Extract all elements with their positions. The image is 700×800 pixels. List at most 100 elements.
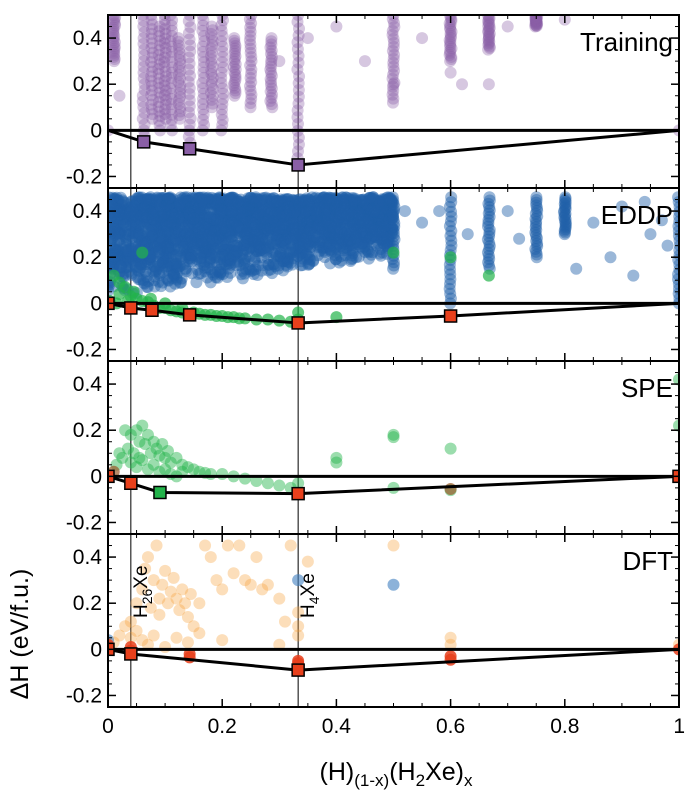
- scatter-point: [199, 226, 212, 239]
- scatter-point: [204, 203, 217, 216]
- scatter-point: [289, 204, 302, 217]
- scatter-point: [282, 255, 295, 268]
- scatter-point: [145, 56, 158, 69]
- scatter-point: [160, 242, 173, 255]
- scatter-point: [328, 221, 341, 234]
- scatter-point: [255, 264, 268, 277]
- scatter-point: [195, 235, 208, 248]
- scatter-point: [295, 206, 308, 219]
- scatter-point: [372, 201, 385, 214]
- scatter-point: [108, 207, 115, 220]
- scatter-point: [264, 72, 277, 85]
- scatter-point: [322, 219, 335, 232]
- scatter-point: [294, 196, 307, 209]
- scatter-point: [319, 217, 332, 230]
- scatter-point: [168, 219, 181, 232]
- scatter-point: [304, 241, 317, 254]
- x-axis-title: (H)(1-x)(H2Xe)x: [320, 758, 473, 790]
- scatter-point: [349, 236, 362, 249]
- scatter-point: [254, 241, 267, 254]
- scatter-point: [288, 221, 301, 234]
- scatter-point: [184, 45, 197, 58]
- scatter-point: [529, 213, 542, 226]
- scatter-point: [559, 192, 572, 205]
- scatter-point: [116, 201, 129, 214]
- scatter-point: [268, 192, 281, 205]
- scatter-point: [530, 234, 543, 247]
- scatter-point: [262, 212, 275, 225]
- scatter-point: [167, 206, 180, 219]
- scatter-point: [226, 215, 239, 228]
- scatter-point: [482, 197, 495, 210]
- scatter-point: [114, 204, 127, 217]
- scatter-point: [159, 84, 172, 97]
- scatter-point: [182, 194, 195, 207]
- scatter-point: [222, 231, 235, 244]
- scatter-point: [158, 15, 171, 21]
- scatter-point: [329, 241, 342, 254]
- scatter-point: [180, 192, 193, 205]
- scatter-point: [224, 253, 237, 266]
- scatter-point: [162, 241, 175, 254]
- scatter-point: [158, 241, 171, 254]
- scatter-point: [285, 233, 298, 246]
- scatter-point: [322, 227, 335, 240]
- scatter-point: [165, 40, 178, 53]
- scatter-point: [245, 201, 258, 214]
- scatter-point: [272, 250, 285, 263]
- scatter-point: [387, 256, 400, 269]
- scatter-point: [206, 213, 219, 226]
- scatter-point: [108, 226, 115, 239]
- scatter-point: [324, 192, 337, 205]
- scatter-point: [184, 21, 197, 34]
- scatter-point: [281, 219, 294, 232]
- scatter-point: [339, 194, 352, 207]
- scatter-point: [372, 225, 385, 238]
- scatter-point: [305, 198, 318, 211]
- scatter-point: [236, 264, 249, 277]
- scatter-point: [371, 200, 384, 213]
- scatter-point: [118, 196, 131, 209]
- scatter-point: [108, 209, 116, 222]
- scatter-point: [282, 210, 295, 223]
- scatter-point: [147, 259, 160, 272]
- scatter-point: [113, 288, 126, 301]
- scatter-point: [328, 204, 341, 217]
- scatter-point: [290, 225, 303, 238]
- scatter-point: [323, 231, 336, 244]
- scatter-point: [530, 196, 543, 209]
- scatter-point: [283, 196, 296, 209]
- scatter-point: [294, 215, 307, 228]
- scatter-point: [134, 261, 147, 274]
- scatter-point: [129, 224, 142, 237]
- scatter-point: [319, 208, 332, 221]
- scatter-point: [229, 68, 242, 81]
- scatter-point: [150, 264, 163, 277]
- scatter-point: [174, 105, 187, 118]
- scatter-point: [283, 198, 296, 211]
- scatter-point: [283, 231, 296, 244]
- scatter-point: [171, 206, 184, 219]
- scatter-point: [221, 209, 234, 222]
- scatter-point: [387, 32, 400, 45]
- scatter-point: [192, 223, 205, 236]
- scatter-point: [371, 225, 384, 238]
- scatter-point: [153, 266, 166, 279]
- scatter-point: [302, 215, 315, 228]
- scatter-point: [303, 214, 316, 227]
- scatter-point: [133, 194, 146, 207]
- scatter-point: [286, 223, 299, 236]
- scatter-point: [180, 207, 193, 220]
- scatter-point: [268, 222, 281, 235]
- scatter-point: [194, 234, 207, 247]
- scatter-point: [125, 196, 138, 209]
- scatter-point: [368, 205, 381, 218]
- scatter-point: [311, 198, 324, 211]
- scatter-point: [137, 15, 150, 27]
- scatter-point: [344, 225, 357, 238]
- scatter-point: [374, 225, 387, 238]
- scatter-point: [280, 210, 293, 223]
- scatter-point: [170, 226, 183, 239]
- scatter-point: [261, 200, 274, 213]
- scatter-point: [315, 199, 328, 212]
